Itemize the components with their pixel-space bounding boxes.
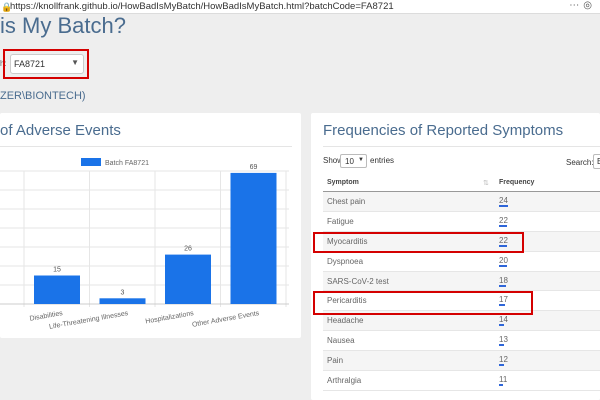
- symptom-cell: Headache: [327, 316, 364, 326]
- tick-label: Disabilities: [29, 310, 64, 323]
- frequency-cell: 20: [499, 255, 508, 265]
- symptom-cell: SARS-CoV-2 test: [327, 276, 389, 286]
- symptoms-title: Frequencies of Reported Symptoms: [323, 122, 564, 139]
- frequency-bar: [499, 244, 508, 247]
- legend-swatch: [81, 158, 101, 166]
- bar-hospitalizations: [165, 254, 211, 304]
- chevron-down-icon: ▼: [358, 157, 364, 163]
- tick-label: Other Adverse Events: [192, 310, 261, 329]
- symptoms-table: Symptom ⇅ Frequency Chest pain 24 Fatigue 2…: [323, 175, 600, 391]
- data-label: 3: [121, 289, 125, 296]
- data-label: 69: [250, 164, 258, 171]
- symptom-cell: Pain: [327, 356, 344, 366]
- entries-label: entries: [370, 156, 395, 165]
- frequency-cell: 14: [499, 315, 508, 325]
- search-input[interactable]: Er: [593, 154, 600, 169]
- table-body: Chest pain 24 Fatigue 22 Myocarditis 22 Dyspno…: [323, 192, 600, 391]
- panel-divider: [0, 146, 292, 147]
- panel-divider: [323, 146, 600, 147]
- adverse-events-chart: Batch FA872115Disabilities3Life-Threaten…: [0, 158, 289, 331]
- chevron-down-icon: ▼: [71, 58, 79, 67]
- browser-address-bar[interactable]: 🔒 https://knollfrank.github.io/HowBadIsM…: [0, 0, 600, 14]
- symptom-cell: Dyspnoea: [327, 256, 364, 266]
- table-row: Pericarditis 17: [323, 291, 600, 312]
- frequency-cell: 13: [499, 335, 508, 345]
- table-row: Headache 14: [323, 311, 600, 332]
- entries-length-select[interactable]: 10 ▼: [340, 154, 367, 168]
- pericarditis-highlight-box: [313, 291, 533, 315]
- column-header-symptom[interactable]: Symptom: [327, 179, 359, 186]
- frequency-bar: [499, 344, 504, 347]
- url-text[interactable]: https://knollfrank.github.io/HowBadIsMyB…: [10, 1, 394, 12]
- entries-length-value: 10: [345, 157, 354, 166]
- table-row: Dyspnoea 20: [323, 252, 600, 272]
- symptom-cell: Nausea: [327, 336, 355, 346]
- frequency-cell: 12: [499, 355, 508, 365]
- frequency-cell: 22: [499, 235, 508, 245]
- more-icon[interactable]: ⋯: [569, 0, 584, 11]
- lock-icon: 🔒: [1, 2, 13, 12]
- frequency-bar: [499, 324, 505, 327]
- symptom-cell: Arthralgia: [327, 376, 362, 386]
- table-row: Nausea 13: [323, 331, 600, 352]
- account-icon[interactable]: ◎: [583, 0, 596, 11]
- page-title: is My Batch?: [0, 13, 126, 38]
- batch-highlight-box: [3, 49, 89, 79]
- frequency-cell: 22: [499, 215, 508, 225]
- frequency-bar: [499, 264, 507, 267]
- symptom-cell: Myocarditis: [327, 236, 368, 246]
- frequency-bar: [499, 205, 508, 207]
- symptom-cell: Chest pain: [327, 197, 366, 206]
- adverse-events-title: of Adverse Events: [0, 122, 121, 139]
- table-row: Chest pain 24: [323, 192, 600, 212]
- frequency-bar: [499, 384, 504, 387]
- table-row: Fatigue 22: [323, 212, 600, 232]
- table-row: Arthralgia 11: [323, 371, 600, 391]
- symptoms-panel: Frequencies of Reported Symptoms Show 10…: [311, 113, 600, 400]
- symptom-cell: Fatigue: [327, 216, 354, 226]
- batch-code-select[interactable]: FA8721 ▼: [10, 54, 84, 74]
- symptom-cell: Pericarditis: [327, 296, 367, 306]
- table-row: Pain 12: [323, 351, 600, 372]
- data-label: 26: [184, 246, 192, 253]
- bar-disabilities: [34, 275, 80, 304]
- myocarditis-highlight-box: [313, 232, 524, 253]
- table-row: SARS-CoV-2 test 18: [323, 271, 600, 292]
- legend-label: Batch FA8721: [105, 160, 149, 167]
- batch-code-value: FA8721: [14, 59, 46, 69]
- frequency-cell: 11: [499, 375, 508, 385]
- frequency-bar: [499, 304, 506, 307]
- bar-other-adverse-events: [230, 172, 277, 304]
- frequency-bar: [499, 284, 506, 287]
- search-label: Search:: [566, 158, 594, 167]
- data-label: 15: [53, 267, 61, 274]
- frequency-cell: 24: [499, 196, 508, 205]
- company-name: ZER\BIONTECH): [0, 90, 86, 102]
- tick-label: Hospitalizations: [145, 310, 195, 325]
- browser-actions: ⋯◎: [569, 0, 596, 11]
- show-label: Show: [323, 156, 344, 165]
- sort-icon[interactable]: ⇅: [483, 180, 489, 187]
- frequency-cell: 17: [499, 295, 508, 305]
- bar-life-threatening-illnesses: [99, 298, 146, 304]
- table-header: Symptom ⇅ Frequency: [323, 175, 600, 192]
- column-header-frequency[interactable]: Frequency: [499, 179, 535, 186]
- frequency-cell: 18: [499, 275, 508, 285]
- search-input-value: Er: [597, 157, 600, 166]
- frequency-bar: [499, 224, 508, 227]
- frequency-bar: [499, 364, 504, 367]
